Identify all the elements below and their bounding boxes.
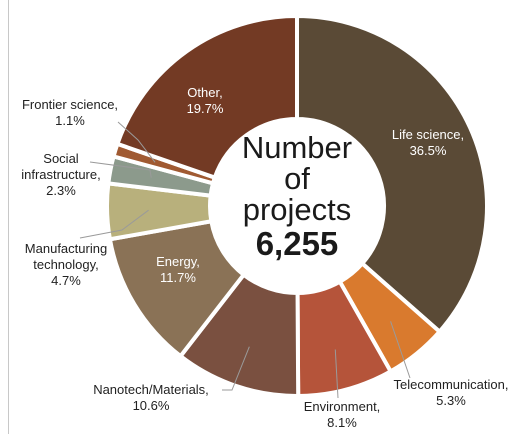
leader-line-nanotech-materials <box>222 346 250 391</box>
label-social-name-1: Social <box>43 151 79 166</box>
label-social-name-2: infrastructure, <box>21 167 100 182</box>
label-telecom-value: 5.3% <box>436 393 466 408</box>
label-social-value: 2.3% <box>46 183 76 198</box>
label-other-name: Other, <box>187 85 222 100</box>
leader-line-manufacturing-technology <box>79 209 149 239</box>
leader-line-frontier-science <box>117 121 156 163</box>
leader-line-telecommunication <box>390 321 411 379</box>
slice-other <box>115 14 299 180</box>
leader-line-environment <box>334 349 339 399</box>
label-life-science-value: 36.5% <box>410 143 447 158</box>
center-line-2: of <box>284 161 310 196</box>
center-line-3: projects <box>243 192 352 227</box>
label-nanotech-name: Nanotech/Materials, <box>93 382 209 397</box>
label-manufacturing-name-2: technology, <box>33 257 99 272</box>
label-energy-name: Energy, <box>156 254 200 269</box>
leader-lines-group <box>79 121 411 399</box>
label-energy-value: 11.7% <box>160 270 196 285</box>
label-frontier-name: Frontier science, <box>22 97 118 112</box>
label-environment-value: 8.1% <box>327 415 357 430</box>
label-life-science-name: Life science, <box>392 127 464 142</box>
center-line-1: Number <box>242 130 352 165</box>
label-frontier-value: 1.1% <box>55 113 85 128</box>
slice-life-science <box>295 14 489 334</box>
label-other-value: 19.7% <box>187 101 224 116</box>
label-manufacturing-value: 4.7% <box>51 273 81 288</box>
slices-group <box>105 14 489 398</box>
label-telecom-name: Telecommunication, <box>394 377 509 392</box>
label-nanotech-value: 10.6% <box>133 398 170 413</box>
left-border <box>8 0 9 434</box>
label-manufacturing-name-1: Manufacturing <box>25 241 107 256</box>
leader-line-social-infrastructure <box>89 161 152 178</box>
center-total: 6,255 <box>256 225 339 262</box>
label-environment-name: Environment, <box>304 399 381 414</box>
labels-group: Life science, 36.5% Other, 19.7% Energy,… <box>21 85 508 430</box>
